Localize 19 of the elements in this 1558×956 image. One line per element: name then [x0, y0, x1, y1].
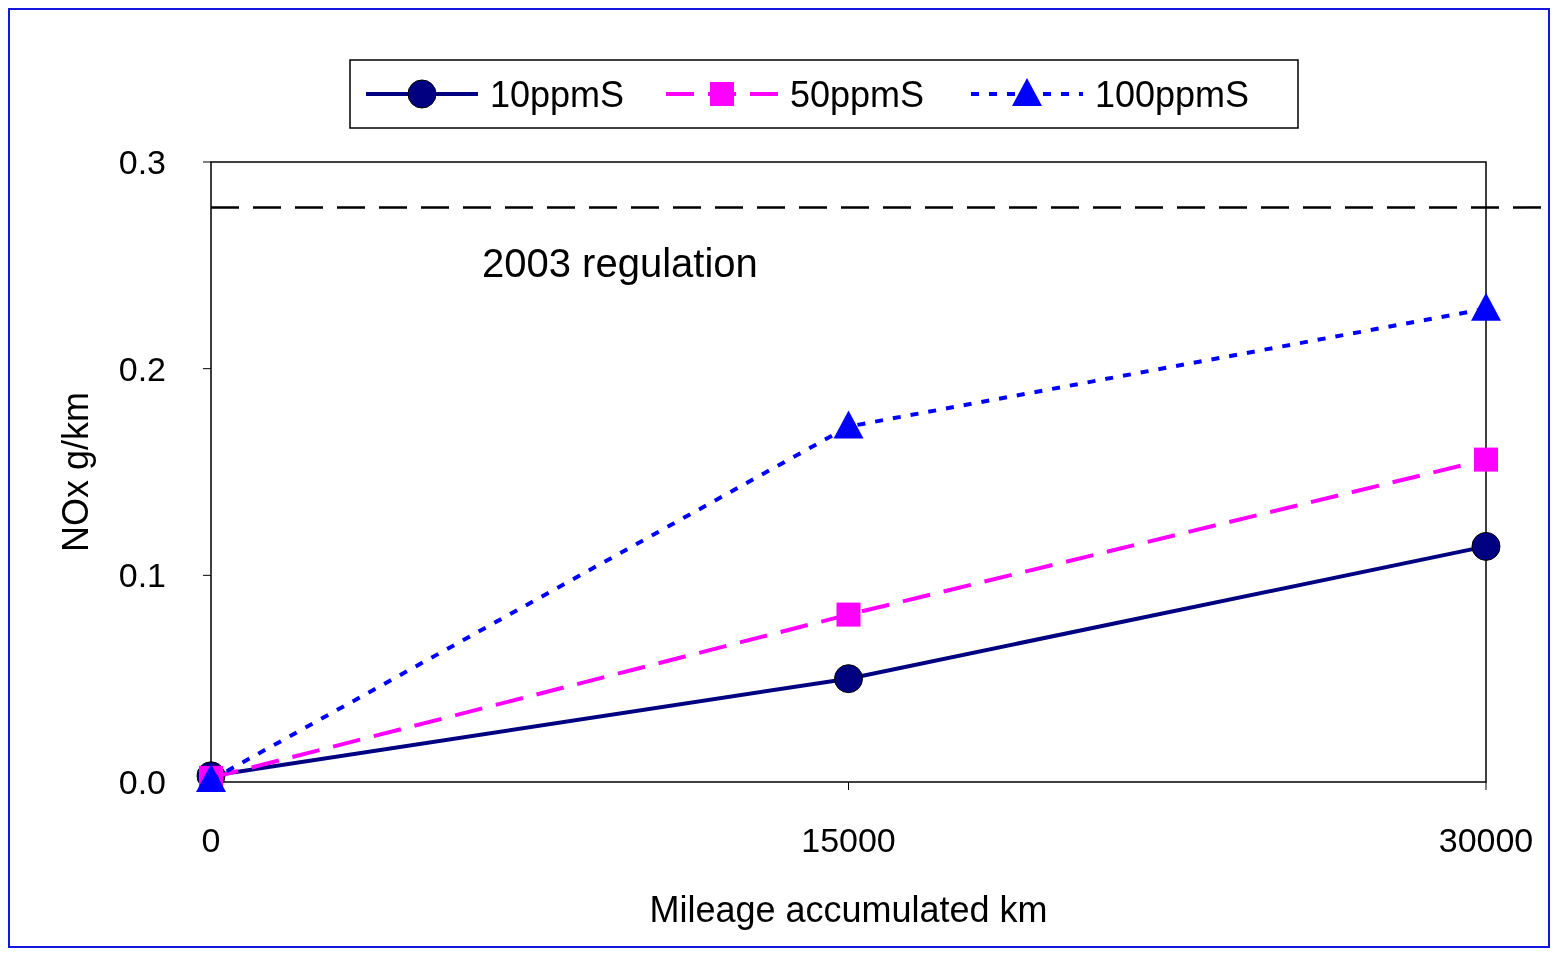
x-tick-label: 0: [201, 821, 221, 859]
point: [1471, 531, 1501, 561]
legend-label: 100ppmS: [1095, 73, 1250, 115]
point: [833, 410, 864, 439]
point: [1471, 292, 1501, 321]
legend-label: 10ppmS: [490, 73, 625, 115]
point: [834, 664, 863, 694]
y-tick-label: 0.3: [118, 142, 166, 181]
x-tick-label: 30000: [1438, 821, 1534, 859]
ref-line-label: 2003 regulation: [482, 241, 758, 286]
y-tick-label: 0.0: [118, 762, 166, 801]
x-tick-label: 15000: [801, 821, 896, 859]
y-axis-title: NOx g/km: [55, 391, 96, 553]
legend-label: 50ppmS: [790, 73, 925, 115]
y-tick-label: 0.2: [118, 349, 166, 388]
point: [1474, 447, 1498, 472]
y-tick-label: 0.1: [118, 556, 166, 595]
x-axis-title: Mileage accumulated km: [649, 889, 1048, 930]
point: [836, 602, 861, 627]
